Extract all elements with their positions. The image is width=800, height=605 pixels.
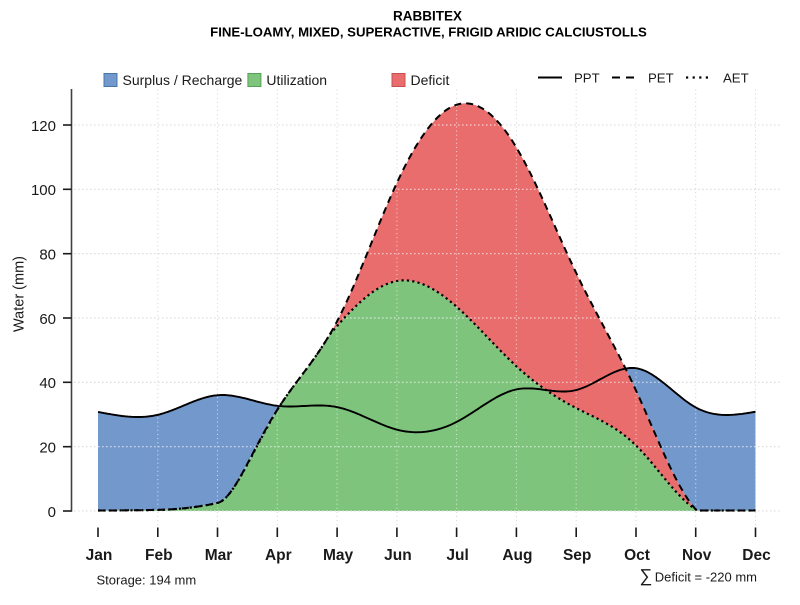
svg-text:Jul: Jul xyxy=(446,547,468,564)
svg-text:80: 80 xyxy=(39,247,56,264)
svg-text:Jan: Jan xyxy=(86,547,113,564)
svg-text:Deficit: Deficit xyxy=(411,72,450,88)
svg-text:Mar: Mar xyxy=(205,547,233,564)
svg-text:Dec: Dec xyxy=(742,547,771,564)
svg-text:PPT: PPT xyxy=(574,70,600,85)
svg-text:Apr: Apr xyxy=(265,547,292,564)
svg-text:Jun: Jun xyxy=(384,547,412,564)
svg-text:Feb: Feb xyxy=(145,547,173,564)
svg-text:Storage: 194 mm: Storage: 194 mm xyxy=(97,573,197,588)
svg-text:Nov: Nov xyxy=(682,547,712,564)
svg-text:20: 20 xyxy=(39,440,56,457)
svg-text:40: 40 xyxy=(39,375,56,392)
svg-text:100: 100 xyxy=(31,182,56,199)
svg-text:PET: PET xyxy=(648,70,674,85)
svg-text:May: May xyxy=(323,547,354,564)
svg-text:AET: AET xyxy=(723,70,749,85)
svg-text:60: 60 xyxy=(39,311,56,328)
svg-text:∑Deficit = -220 mm: ∑ Deficit = -220 mm xyxy=(639,566,757,586)
svg-text:Oct: Oct xyxy=(624,547,650,564)
svg-text:Aug: Aug xyxy=(502,547,532,564)
svg-text:0: 0 xyxy=(48,504,56,521)
svg-text:Surplus / Recharge: Surplus / Recharge xyxy=(123,72,243,88)
svg-text:Water (mm): Water (mm) xyxy=(12,256,28,332)
svg-text:120: 120 xyxy=(31,118,56,135)
svg-text:FINE-LOAMY, MIXED, SUPERACTIVE: FINE-LOAMY, MIXED, SUPERACTIVE, FRIGID A… xyxy=(210,25,647,40)
svg-text:Sep: Sep xyxy=(563,547,591,564)
svg-text:Utilization: Utilization xyxy=(266,72,327,88)
svg-text:RABBITEX: RABBITEX xyxy=(393,8,462,23)
